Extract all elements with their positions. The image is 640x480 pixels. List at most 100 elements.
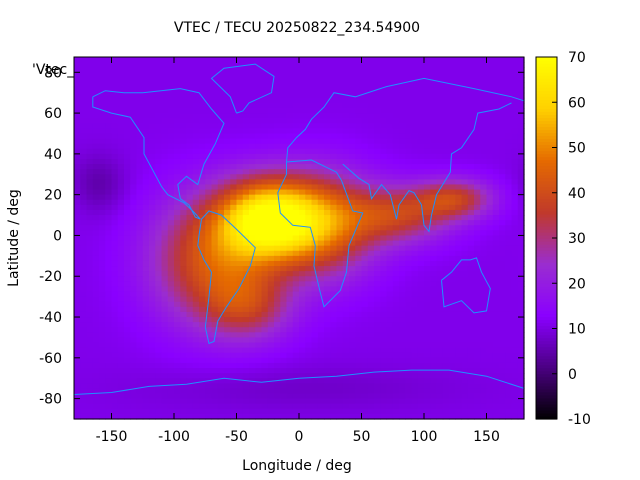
heatmap-cell xyxy=(249,373,256,379)
heatmap-cell xyxy=(492,403,500,410)
heatmap-cell xyxy=(111,123,119,129)
heatmap-cell xyxy=(136,266,144,272)
heatmap-cell xyxy=(405,332,413,339)
heatmap-cell xyxy=(274,296,281,303)
heatmap-cell xyxy=(380,271,388,277)
heatmap-cell xyxy=(142,220,150,226)
heatmap-cell xyxy=(480,311,488,318)
heatmap-cell xyxy=(505,179,513,186)
heatmap-cell xyxy=(455,113,463,119)
heatmap-cell xyxy=(436,240,444,247)
heatmap-cell xyxy=(342,82,350,89)
heatmap-cell xyxy=(299,245,306,252)
heatmap-cell xyxy=(211,225,219,231)
heatmap-cell xyxy=(355,148,363,155)
heatmap-cell xyxy=(161,133,169,140)
heatmap-cell xyxy=(299,62,306,68)
heatmap-cell xyxy=(292,92,300,99)
heatmap-cell xyxy=(117,368,125,374)
heatmap-cell xyxy=(92,332,100,339)
heatmap-cell xyxy=(242,107,250,114)
heatmap-cell xyxy=(236,266,244,272)
heatmap-cell xyxy=(342,174,350,180)
heatmap-cell xyxy=(111,357,119,364)
heatmap-cell xyxy=(180,62,188,68)
heatmap-cell xyxy=(74,230,81,237)
heatmap-cell xyxy=(280,383,288,390)
heatmap-cell xyxy=(167,245,175,252)
heatmap-cell xyxy=(267,143,275,150)
heatmap-cell xyxy=(299,194,306,201)
heatmap-cell xyxy=(299,368,306,374)
heatmap-cell xyxy=(186,286,194,293)
heatmap-cell xyxy=(317,189,325,196)
heatmap-cell xyxy=(236,123,244,129)
heatmap-cell xyxy=(349,322,356,328)
heatmap-cell xyxy=(249,291,256,298)
heatmap-cell xyxy=(236,388,244,395)
heatmap-cell xyxy=(199,240,206,247)
heatmap-cell xyxy=(124,209,131,216)
heatmap-cell xyxy=(380,164,388,170)
heatmap-cell xyxy=(355,271,363,277)
heatmap-cell xyxy=(167,77,175,84)
heatmap-cell xyxy=(105,189,113,196)
heatmap-cell xyxy=(130,388,138,395)
heatmap-cell xyxy=(255,92,263,99)
heatmap-cell xyxy=(255,230,263,237)
heatmap-cell xyxy=(461,378,469,384)
heatmap-cell xyxy=(449,296,456,303)
heatmap-cell xyxy=(511,368,519,374)
heatmap-cell xyxy=(261,174,269,180)
heatmap-cell xyxy=(86,398,94,405)
heatmap-cell xyxy=(261,327,269,333)
heatmap-cell xyxy=(505,102,513,109)
heatmap-cell xyxy=(424,337,431,344)
heatmap-cell xyxy=(324,194,331,201)
heatmap-cell xyxy=(367,301,375,308)
heatmap-cell xyxy=(74,271,81,277)
heatmap-cell xyxy=(324,82,331,89)
heatmap-cell xyxy=(399,301,406,308)
heatmap-cell xyxy=(86,368,94,374)
heatmap-cell xyxy=(486,296,494,303)
heatmap-cell xyxy=(249,398,256,405)
heatmap-cell xyxy=(136,362,144,369)
heatmap-cell xyxy=(174,373,181,379)
heatmap-cell xyxy=(86,225,94,231)
heatmap-cell xyxy=(105,373,113,379)
heatmap-cell xyxy=(186,388,194,395)
heatmap-cell xyxy=(205,255,213,262)
heatmap-cell xyxy=(430,194,438,201)
heatmap-cell xyxy=(517,352,525,359)
heatmap-cell xyxy=(467,77,475,84)
heatmap-cell xyxy=(192,82,200,89)
heatmap-cell xyxy=(192,179,200,186)
heatmap-cell xyxy=(274,342,281,349)
heatmap-cell xyxy=(311,107,319,114)
heatmap-cell xyxy=(355,67,363,73)
heatmap-cell xyxy=(480,169,488,175)
heatmap-cell xyxy=(424,67,431,73)
heatmap-cell xyxy=(117,123,125,129)
heatmap-cell xyxy=(161,92,169,99)
heatmap-cell xyxy=(305,62,313,68)
heatmap-cell xyxy=(292,245,300,252)
heatmap-cell xyxy=(455,362,463,369)
heatmap-cell xyxy=(186,194,194,201)
heatmap-cell xyxy=(180,240,188,247)
heatmap-cell xyxy=(324,286,331,293)
heatmap-cell xyxy=(355,199,363,206)
heatmap-cell xyxy=(367,337,375,344)
heatmap-cell xyxy=(386,352,394,359)
heatmap-cell xyxy=(199,235,206,242)
heatmap-cell xyxy=(349,199,356,206)
heatmap-cell xyxy=(224,153,231,160)
heatmap-cell xyxy=(499,143,506,150)
heatmap-cell xyxy=(274,57,281,63)
heatmap-cell xyxy=(92,347,100,354)
heatmap-cell xyxy=(142,87,150,94)
heatmap-cell xyxy=(317,322,325,328)
heatmap-cell xyxy=(267,184,275,191)
heatmap-cell xyxy=(305,220,313,226)
